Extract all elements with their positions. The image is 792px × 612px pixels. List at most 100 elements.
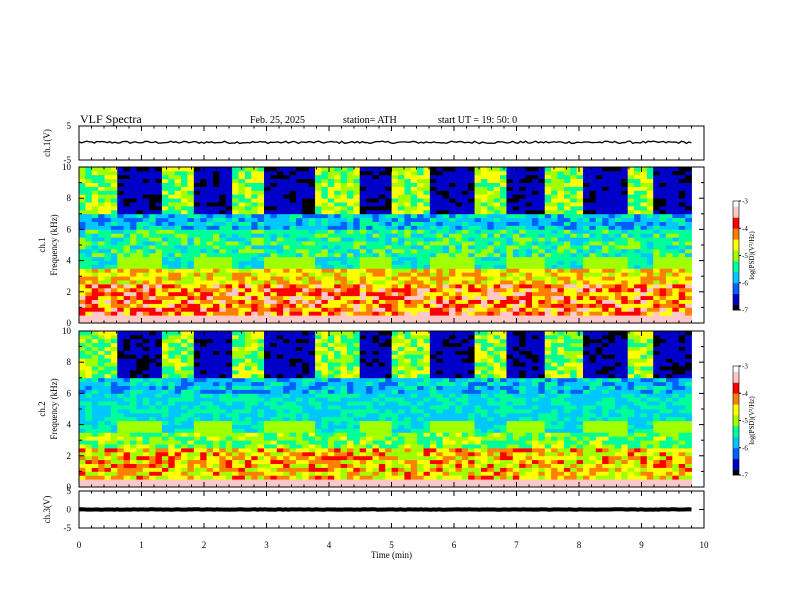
spectrogram-cell <box>538 245 546 250</box>
spectrogram-cell <box>531 252 539 258</box>
spectrogram-cell <box>104 385 112 390</box>
spectrogram-cell <box>219 202 227 207</box>
spectrogram-cell <box>602 221 609 226</box>
spectrogram-cell <box>685 170 692 176</box>
spectrogram-cell <box>659 241 667 246</box>
spectrogram-cell <box>91 409 99 414</box>
spectrogram-cell <box>104 338 112 344</box>
spectrogram-cell <box>455 194 463 199</box>
spectrogram-cell <box>346 315 354 320</box>
spectrogram-cell <box>193 444 201 449</box>
spectrogram-cell <box>627 213 635 219</box>
spectrogram-cell <box>136 342 144 347</box>
spectrogram-cell <box>449 241 456 246</box>
spectrogram-cell <box>442 190 450 195</box>
spectrogram-cell <box>155 202 163 207</box>
spectrogram-cell <box>168 471 176 476</box>
spectrogram-cell <box>104 241 112 246</box>
spectrogram-cell <box>602 202 609 207</box>
spectrogram-cell <box>104 370 112 375</box>
spectrogram-cell <box>634 252 641 258</box>
spectrogram-cell <box>110 276 118 281</box>
spectrogram-cell <box>519 311 527 316</box>
spectrogram-cell <box>678 221 686 226</box>
spectrogram-cell <box>455 221 463 226</box>
spectrogram-cell <box>200 237 207 242</box>
spectrogram-cell <box>627 190 635 195</box>
spectrogram-cell <box>168 373 176 379</box>
spectrogram-cell <box>85 350 93 355</box>
spectrogram-cell <box>193 190 201 195</box>
spectrogram-cell <box>614 194 622 199</box>
spectrogram-cell <box>174 455 182 461</box>
spectrogram-cell <box>181 272 188 277</box>
spectrogram-cell <box>200 182 207 187</box>
spectrogram-cell <box>187 440 195 445</box>
spectrogram-cell <box>487 276 495 281</box>
spectrogram-cell <box>525 198 533 203</box>
spectrogram-cell <box>110 307 118 312</box>
spectrogram-cell <box>110 295 118 300</box>
spectrogram-cell <box>366 217 373 222</box>
spectrogram-cell <box>506 237 514 242</box>
spectrogram-cell <box>225 299 233 304</box>
spectrogram-cell <box>130 174 137 180</box>
spectrogram-cell <box>276 182 284 187</box>
spectrogram-cell <box>627 245 635 250</box>
spectrogram-cell <box>149 385 156 390</box>
spectrogram-cell <box>346 237 354 242</box>
spectrogram-cell <box>181 229 188 234</box>
spectrogram-cell <box>512 217 520 222</box>
spectrogram-cell <box>315 202 322 207</box>
spectrogram-cell <box>334 237 341 242</box>
spectrogram-cell <box>85 217 93 222</box>
spectrogram-cell <box>295 315 303 320</box>
spectrogram-cell <box>142 381 150 386</box>
spectrogram-cell <box>238 276 246 281</box>
spectrogram-cell <box>244 268 252 273</box>
spectrogram-cell <box>200 221 207 226</box>
spectrogram-cell <box>130 385 137 390</box>
spectrogram-cell <box>442 241 450 246</box>
spectrogram-cell <box>474 186 482 191</box>
spectrogram-cell <box>295 167 303 172</box>
spectrogram-cell <box>130 389 137 394</box>
spectrogram-cell <box>506 190 514 195</box>
spectrogram-cell <box>672 206 680 211</box>
spectrogram-cell <box>493 252 501 258</box>
spectrogram-cell <box>359 252 367 258</box>
spectrogram-cell <box>621 276 629 281</box>
spectrogram-cell <box>264 311 271 316</box>
spectrogram-cell <box>161 213 169 219</box>
spectrogram-cell <box>525 209 533 215</box>
spectrogram-cell <box>391 237 399 242</box>
spectrogram-cell <box>85 241 93 246</box>
spectrogram-cell <box>181 167 188 172</box>
spectrogram-cell <box>142 424 150 429</box>
spectrogram-cell <box>576 303 584 308</box>
spectrogram-cell <box>685 264 692 269</box>
spectrogram-cell <box>181 385 188 390</box>
spectrogram-cell <box>506 260 514 265</box>
spectrogram-cell <box>117 237 125 242</box>
spectrogram-cell <box>117 346 125 351</box>
spectrogram-cell <box>136 248 144 254</box>
spectrogram-cell <box>168 287 176 293</box>
spectrogram-cell <box>672 202 680 207</box>
spectrogram-cell <box>79 225 86 230</box>
spectrogram-cell <box>608 264 616 269</box>
spectrogram-cell <box>417 225 424 230</box>
spectrogram-cell <box>244 299 252 304</box>
spectrogram-cell <box>640 213 648 219</box>
spectrogram-cell <box>161 432 169 437</box>
spectrogram-cell <box>678 241 686 246</box>
spectrogram-cell <box>685 280 692 285</box>
spectrogram-cell <box>276 178 284 183</box>
spectrogram-cell <box>614 237 622 242</box>
spectrogram-cell <box>200 311 207 316</box>
spectrogram-cell <box>225 178 233 183</box>
spectrogram-cell <box>417 229 424 234</box>
spectrogram-cell <box>161 366 169 371</box>
spectrogram-cell <box>264 241 271 246</box>
spectrogram-cell <box>193 264 201 269</box>
